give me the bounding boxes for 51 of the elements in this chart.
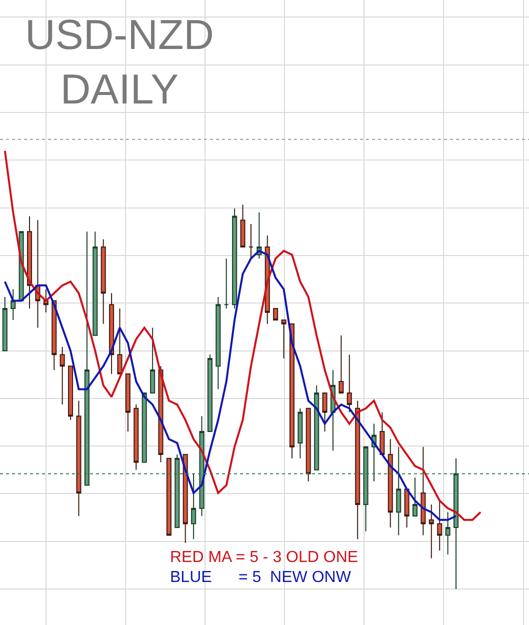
candlestick [166, 458, 172, 536]
candlestick [150, 327, 156, 394]
candlestick [412, 477, 418, 517]
candlestick [92, 231, 98, 336]
candlestick [273, 308, 278, 321]
candlestick [84, 231, 90, 486]
candlestick [43, 288, 48, 313]
annotation: BLUE = 5 NEW ONW [170, 569, 352, 586]
candlestick [191, 473, 196, 540]
candlestick [182, 454, 188, 544]
candlestick [306, 408, 311, 482]
candlestick [338, 334, 344, 394]
candlestick [76, 400, 82, 517]
candlestick [27, 216, 32, 309]
candlestick [346, 354, 352, 413]
candlestick [289, 323, 294, 459]
candlestick [142, 392, 147, 463]
candlestick [134, 404, 139, 470]
candlestick [314, 384, 320, 470]
candlestick [232, 208, 238, 309]
candlestick [174, 454, 180, 528]
candlestick [420, 446, 426, 536]
annotation: RED MA = 5 - 3 OLD ONE [170, 549, 358, 566]
candlestick [380, 412, 385, 456]
candlestick [60, 346, 65, 406]
candlestick [363, 446, 368, 532]
candlestick [281, 320, 286, 359]
candlestick [454, 458, 459, 590]
candlestick [117, 308, 122, 374]
candlestick [240, 204, 246, 248]
candlestick [207, 354, 212, 432]
candlestick [10, 288, 16, 321]
candlestick [445, 512, 450, 555]
candlestick [248, 223, 254, 260]
candlestick [125, 373, 130, 432]
candlestick [404, 488, 410, 528]
candlestick [2, 296, 8, 352]
candlestick [109, 292, 114, 374]
candlestick [388, 438, 393, 528]
candlestick [224, 258, 229, 309]
candlestick [68, 366, 74, 420]
candlestick [396, 446, 402, 536]
candlestick [216, 296, 221, 390]
candlestick [428, 504, 434, 559]
candlestick [100, 238, 106, 324]
candlestick [52, 300, 57, 370]
candlestick [298, 408, 303, 459]
candlestick [437, 500, 442, 552]
candlestick [322, 392, 328, 432]
chart-title: USD-NZD DAILY [25, 11, 214, 113]
candlestick [355, 400, 360, 540]
